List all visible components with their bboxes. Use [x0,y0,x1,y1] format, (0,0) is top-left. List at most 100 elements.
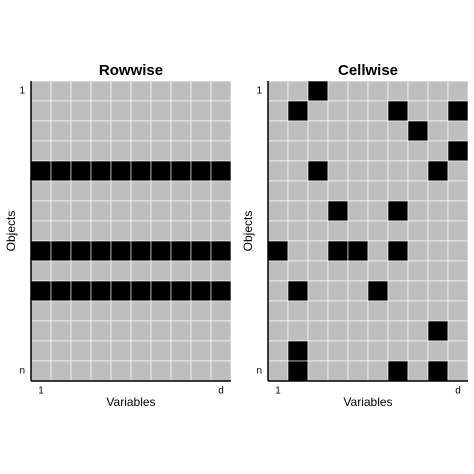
cell [427,140,449,162]
cell [347,180,369,202]
cell [427,360,449,382]
cell [150,340,172,362]
cell [190,120,212,142]
cell [30,220,52,242]
cell [447,140,469,162]
cell [190,280,212,302]
cell [210,280,232,302]
cell [110,80,132,102]
cell [70,180,92,202]
cell [210,80,232,102]
cell [307,300,329,322]
cell [70,100,92,122]
cell [190,80,212,102]
cell [307,80,329,102]
cell [367,100,389,122]
cell [70,80,92,102]
y-axis-label: Objects [241,211,255,252]
cell [30,120,52,142]
cell [427,320,449,342]
cell [387,360,409,382]
cell [130,300,152,322]
cell [70,200,92,222]
cell [70,360,92,382]
cell [327,240,349,262]
cell [110,260,132,282]
cell [327,300,349,322]
cell [170,200,192,222]
cell [130,340,152,362]
cell [90,260,112,282]
cell [267,220,289,242]
cell [150,360,172,382]
cell [190,180,212,202]
cell [70,340,92,362]
cell [427,200,449,222]
cell [50,340,72,362]
cell [130,80,152,102]
cell [267,100,289,122]
cell [327,100,349,122]
cell [190,200,212,222]
cell [347,220,369,242]
cell [30,280,52,302]
cell [327,280,349,302]
cell [327,220,349,242]
cell [267,200,289,222]
cell [327,160,349,182]
cell [90,280,112,302]
cell [150,140,172,162]
cell [170,260,192,282]
cell [327,360,349,382]
cell [447,300,469,322]
cell [210,220,232,242]
cell [170,280,192,302]
cell [170,300,192,322]
cell [287,140,309,162]
cell [447,240,469,262]
cell [210,260,232,282]
cell [190,320,212,342]
cell [347,160,369,182]
panel-title: Rowwise [99,62,163,79]
cell [327,140,349,162]
cell [190,160,212,182]
y-axis-label: Objects [4,211,18,252]
cell [267,120,289,142]
cell [90,200,112,222]
x-axis-label: Variables [106,395,155,409]
cell [427,80,449,102]
cell [287,120,309,142]
cell [30,80,52,102]
cell [30,300,52,322]
cell [110,140,132,162]
cell [447,280,469,302]
cell [150,320,172,342]
cell [447,100,469,122]
y-tick-label: n [19,366,25,377]
cell [267,320,289,342]
cell [407,220,429,242]
cell [90,220,112,242]
cell [367,340,389,362]
panel-title: Cellwise [338,62,398,79]
cell [190,260,212,282]
cell [267,160,289,182]
cell [347,100,369,122]
cell [50,260,72,282]
cell [367,360,389,382]
cell [427,120,449,142]
cell [407,320,429,342]
cell [130,240,152,262]
cell [110,280,132,302]
cell [190,100,212,122]
cell [130,160,152,182]
cell [210,180,232,202]
x-axis-label: Variables [343,395,392,409]
cell [287,240,309,262]
cell [30,340,52,362]
cell [110,180,132,202]
cell [347,320,369,342]
cell [130,100,152,122]
cell [267,260,289,282]
